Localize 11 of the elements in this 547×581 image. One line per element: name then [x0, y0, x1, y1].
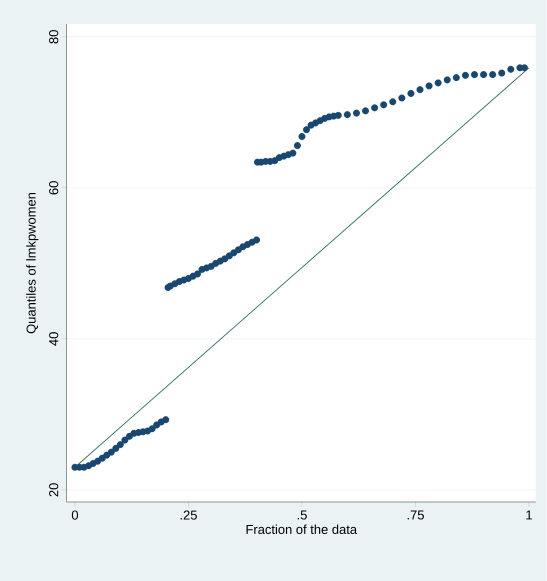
- y-tick-label: 60: [49, 181, 58, 194]
- y-axis-title: Quantiles of lmkpwomen: [26, 192, 38, 334]
- x-axis-title: Fraction of the data: [246, 524, 358, 534]
- x-tick-label: .75: [408, 510, 424, 520]
- x-tick-label: 1: [526, 510, 532, 520]
- y-tick-label: 80: [49, 30, 58, 44]
- x-tick-label: .25: [180, 510, 198, 520]
- x-tick-label: .5: [298, 510, 307, 520]
- y-tick-label: 20: [49, 483, 58, 496]
- y-tick-label: 40: [49, 332, 58, 346]
- x-tick-label: 0: [72, 510, 78, 520]
